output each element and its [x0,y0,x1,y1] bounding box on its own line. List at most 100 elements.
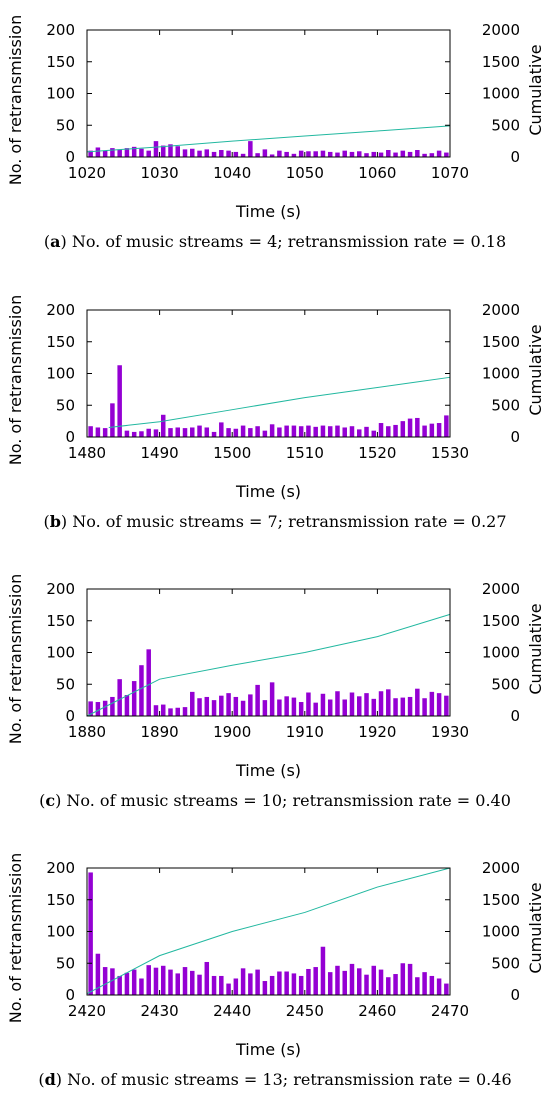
retransmission-bar [444,983,449,995]
y2-tick-label: 1000 [482,923,520,941]
retransmission-bar [117,149,122,157]
retransmission-bar [240,700,246,716]
retransmission-bar [153,141,159,158]
retransmission-bar [327,699,333,716]
retransmission-bar [357,151,362,157]
chart-d: 2420 2430 2440 2450 2460 24700501001502000500… [6,853,545,1059]
retransmission-bar [342,150,347,157]
retransmission-bar [219,150,224,157]
retransmission-bar [146,150,151,157]
retransmission-bar [407,151,413,157]
retransmission-bar [320,425,326,437]
retransmission-bar [400,963,406,995]
y-tick-label: 150 [46,891,75,909]
retransmission-bar [298,426,304,437]
retransmission-bar [88,701,93,716]
retransmission-bar [291,973,297,995]
retransmission-bar [219,975,224,995]
y2-tick-label: 500 [491,675,520,693]
retransmission-bar [248,141,253,158]
retransmission-bar [298,150,304,157]
retransmission-bar [95,702,101,716]
retransmission-bar [393,424,398,437]
retransmission-bar [262,430,268,437]
retransmission-bar [357,429,362,437]
retransmission-bar [327,151,333,157]
retransmission-bar [95,147,101,157]
caption-letter: c [45,791,56,810]
x-tick-label: 1030 [141,164,179,182]
x-tick-label: 1880 [68,723,106,741]
chart-panel-d: 2420 2430 2440 2450 2460 2470 0 50 100 150 200 0 500… [0,838,550,1114]
caption-letter: d [44,1070,56,1089]
retransmission-bar [88,426,93,437]
retransmission-bar [131,431,137,437]
retransmission-bar [277,971,282,995]
retransmission-bar [139,665,144,716]
retransmission-bar [415,977,420,995]
x-tick-label: 2430 [141,1002,179,1020]
retransmission-bar [153,429,159,437]
chart-c: 1880 1890 1900 1910 1920 19300501001502000500… [6,574,545,780]
retransmission-bar [139,431,144,437]
x-axis-label: Time (s) [235,202,301,221]
y2-axis-label: Cumulative [526,603,545,694]
retransmission-bar [248,694,253,716]
x-tick-label: 1020 [68,164,106,182]
retransmission-bar [226,428,231,437]
plot-frame [86,309,451,438]
x-tick-label: 2450 [286,1002,324,1020]
retransmission-bar [298,702,304,716]
retransmission-bar [407,696,413,716]
y2-tick-label: 2000 [482,859,520,877]
retransmission-bar [320,693,326,716]
retransmission-bar [436,693,442,716]
retransmission-bar [168,708,173,716]
retransmission-bar [95,953,101,995]
x-axis-label: Time (s) [235,482,301,501]
retransmission-bar [269,682,275,716]
caption-letter: b [49,512,61,531]
y2-axis-label: Cumulative [526,324,545,415]
retransmission-bar [233,696,239,716]
retransmission-bar [240,968,246,995]
y-axis-label: No. of retransmission [6,574,25,744]
caption-letter: a [50,232,61,251]
x-tick-label: 1510 [286,444,324,462]
y-tick-label: 50 [56,396,75,414]
retransmission-bar [197,150,202,157]
cumulative-line [86,867,451,995]
retransmission-bar [386,977,391,995]
x-tick-label: 2440 [213,1002,251,1020]
retransmission-bar [422,698,427,716]
y-tick-label: 0 [65,707,75,725]
retransmission-bar [422,425,427,437]
retransmission-bar [110,696,115,716]
retransmission-bar [284,971,289,995]
retransmission-bar [160,414,166,437]
retransmission-bar [400,421,406,438]
retransmission-bar [335,691,340,716]
chart-panel-b: 1480 1490 1500 1510 1520 1530 0 50 100 150 200 0 500… [0,280,550,556]
y2-tick-label: 1500 [482,333,520,351]
retransmission-bar [197,974,202,995]
y-tick-label: 0 [65,148,75,166]
retransmission-bar [160,145,166,157]
retransmission-bar [175,973,180,995]
retransmission-bar [335,152,340,157]
retransmission-bar [342,427,347,437]
retransmission-bar [335,965,340,995]
chart-panel-a: 1020 1030 1040 1050 1060 1070 0 50 100 150 200 0 500… [0,0,550,276]
y2-tick-label: 1500 [482,891,520,909]
retransmission-bar [124,972,130,995]
retransmission-bar [233,151,239,157]
retransmission-bar [131,969,137,995]
retransmission-bar [182,149,188,157]
retransmission-bar [255,153,260,157]
retransmission-bar [378,423,384,437]
retransmission-bar [306,425,311,437]
retransmission-bar [393,698,398,716]
x-tick-label: 1920 [358,723,396,741]
x-tick-label: 1910 [286,723,324,741]
retransmission-bar [146,428,151,437]
